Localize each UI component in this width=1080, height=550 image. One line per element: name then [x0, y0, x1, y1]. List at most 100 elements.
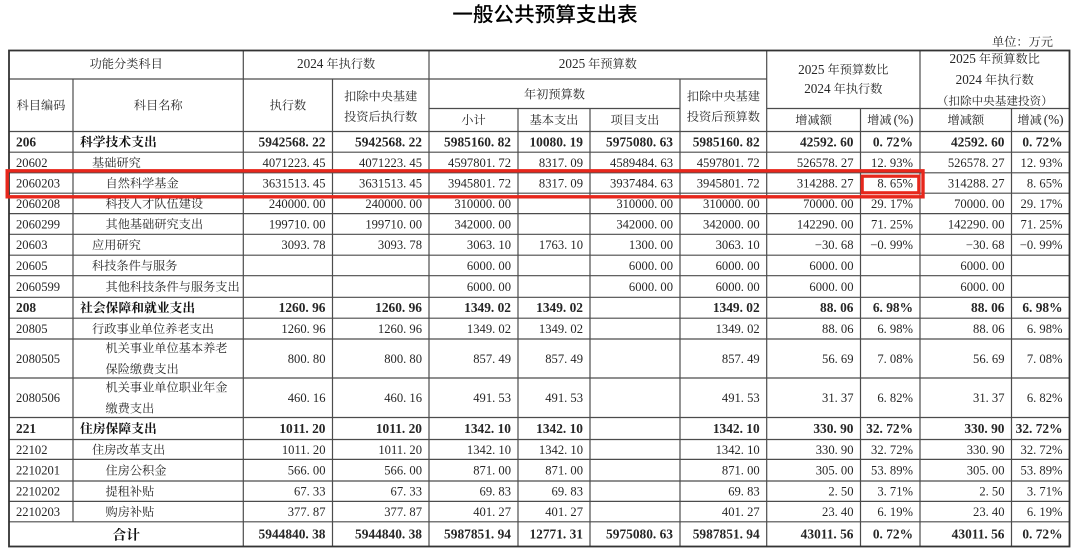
svg-text:221: 221 — [16, 421, 36, 436]
svg-text:0. 72%: 0. 72% — [873, 527, 913, 542]
svg-text:377. 87: 377. 87 — [384, 505, 422, 519]
svg-text:526578. 27: 526578. 27 — [948, 156, 1005, 170]
svg-text:800. 80: 800. 80 — [384, 352, 422, 366]
svg-text:1300. 00: 1300. 00 — [629, 238, 673, 252]
svg-text:43011. 56: 43011. 56 — [952, 527, 1005, 542]
svg-text:6. 19%: 6. 19% — [877, 505, 913, 519]
svg-text:−30. 68: −30. 68 — [966, 238, 1005, 252]
svg-text:3. 71%: 3. 71% — [877, 485, 913, 499]
svg-text:491. 53: 491. 53 — [473, 391, 511, 405]
svg-text:2. 50: 2. 50 — [979, 485, 1004, 499]
svg-text:199710. 00: 199710. 00 — [365, 217, 422, 231]
svg-text:43011. 56: 43011. 56 — [801, 527, 854, 542]
svg-text:1349. 02: 1349. 02 — [539, 322, 583, 336]
svg-text:401. 27: 401. 27 — [545, 505, 583, 519]
svg-text:2025: 2025 — [950, 51, 977, 66]
svg-text:−30. 68: −30. 68 — [815, 238, 854, 252]
svg-text:199710. 00: 199710. 00 — [269, 217, 326, 231]
svg-text:401. 27: 401. 27 — [722, 505, 760, 519]
svg-text:23. 40: 23. 40 — [973, 505, 1004, 519]
svg-text:401. 27: 401. 27 — [473, 505, 511, 519]
svg-text:6. 82%: 6. 82% — [877, 391, 913, 405]
svg-text:67. 33: 67. 33 — [391, 485, 422, 499]
svg-text:305. 00: 305. 00 — [816, 464, 854, 478]
svg-text:2024: 2024 — [804, 81, 831, 96]
svg-text:−0. 99%: −0. 99% — [870, 238, 913, 252]
svg-text:5985160. 82: 5985160. 82 — [693, 134, 760, 149]
svg-text:6000. 00: 6000. 00 — [960, 280, 1004, 294]
svg-text:69. 83: 69. 83 — [480, 485, 511, 499]
svg-text:29. 17%: 29. 17% — [871, 197, 913, 211]
svg-text:566. 00: 566. 00 — [288, 464, 326, 478]
svg-text:857. 49: 857. 49 — [722, 352, 760, 366]
svg-text:1349. 02: 1349. 02 — [713, 300, 760, 315]
svg-text:1260. 96: 1260. 96 — [279, 300, 326, 315]
svg-text:5942568. 22: 5942568. 22 — [355, 134, 422, 149]
svg-text:4597801. 72: 4597801. 72 — [697, 156, 760, 170]
svg-text:6000. 00: 6000. 00 — [960, 259, 1004, 273]
svg-text:22102: 22102 — [16, 443, 47, 457]
svg-text:3093. 78: 3093. 78 — [281, 238, 325, 252]
svg-text:6000. 00: 6000. 00 — [716, 259, 760, 273]
svg-text:4071223. 45: 4071223. 45 — [263, 156, 326, 170]
svg-text:5975080. 63: 5975080. 63 — [606, 527, 673, 542]
svg-text:342000. 00: 342000. 00 — [454, 217, 511, 231]
svg-text:29. 17%: 29. 17% — [1021, 197, 1063, 211]
svg-text:6. 98%: 6. 98% — [1022, 300, 1062, 315]
svg-text:88. 06: 88. 06 — [820, 300, 854, 315]
svg-text:6. 19%: 6. 19% — [1027, 505, 1063, 519]
svg-text:4589484. 63: 4589484. 63 — [610, 156, 673, 170]
svg-text:1260. 96: 1260. 96 — [378, 322, 422, 336]
svg-text:5944840. 38: 5944840. 38 — [259, 527, 326, 542]
svg-text:142290. 00: 142290. 00 — [797, 217, 854, 231]
svg-text:330. 90: 330. 90 — [964, 421, 1004, 436]
svg-text:6000. 00: 6000. 00 — [809, 280, 853, 294]
svg-text:1349. 02: 1349. 02 — [464, 300, 511, 315]
svg-text:240000. 00: 240000. 00 — [365, 197, 422, 211]
svg-text:70000. 00: 70000. 00 — [803, 197, 853, 211]
svg-text:23. 40: 23. 40 — [822, 505, 853, 519]
svg-text:56. 69: 56. 69 — [973, 352, 1004, 366]
svg-text:871. 00: 871. 00 — [545, 464, 583, 478]
svg-text:7. 08%: 7. 08% — [877, 352, 913, 366]
svg-text:2060203: 2060203 — [16, 177, 60, 191]
svg-text:5975080. 63: 5975080. 63 — [606, 134, 673, 149]
svg-text:0. 72%: 0. 72% — [873, 134, 913, 149]
svg-text:12. 93%: 12. 93% — [871, 156, 913, 170]
svg-text:32. 72%: 32. 72% — [866, 421, 913, 436]
svg-text:3937484. 63: 3937484. 63 — [610, 177, 673, 191]
svg-text:3063. 10: 3063. 10 — [467, 238, 511, 252]
svg-text:2024: 2024 — [956, 72, 983, 87]
svg-text:857. 49: 857. 49 — [545, 352, 583, 366]
svg-text:32. 72%: 32. 72% — [871, 443, 913, 457]
svg-text:206: 206 — [16, 134, 36, 149]
svg-text:491. 53: 491. 53 — [545, 391, 583, 405]
svg-text:1011. 20: 1011. 20 — [376, 421, 422, 436]
svg-text:857. 49: 857. 49 — [473, 352, 511, 366]
svg-text:56. 69: 56. 69 — [822, 352, 853, 366]
svg-text:69. 83: 69. 83 — [728, 485, 759, 499]
svg-text:1342. 10: 1342. 10 — [464, 421, 511, 436]
svg-text:871. 00: 871. 00 — [473, 464, 511, 478]
svg-text:6000. 00: 6000. 00 — [716, 280, 760, 294]
svg-text:377. 87: 377. 87 — [288, 505, 326, 519]
svg-text:1342. 10: 1342. 10 — [536, 421, 583, 436]
svg-text:32. 72%: 32. 72% — [1021, 443, 1063, 457]
svg-text:6000. 00: 6000. 00 — [809, 259, 853, 273]
svg-text:88. 06: 88. 06 — [822, 322, 853, 336]
svg-text:1342. 10: 1342. 10 — [467, 443, 511, 457]
svg-text:6. 98%: 6. 98% — [877, 322, 913, 336]
svg-text:1342. 10: 1342. 10 — [716, 443, 760, 457]
svg-text:3631513. 45: 3631513. 45 — [263, 177, 326, 191]
svg-text:42592. 60: 42592. 60 — [951, 134, 1005, 149]
svg-text:6000. 00: 6000. 00 — [629, 259, 673, 273]
svg-text:42592. 60: 42592. 60 — [800, 134, 854, 149]
svg-text:2210202: 2210202 — [16, 485, 60, 499]
svg-text:1260. 96: 1260. 96 — [375, 300, 422, 315]
svg-text:330. 90: 330. 90 — [816, 443, 854, 457]
svg-text:6000. 00: 6000. 00 — [629, 280, 673, 294]
svg-text:6. 98%: 6. 98% — [1027, 322, 1063, 336]
svg-text:1342. 10: 1342. 10 — [539, 443, 583, 457]
svg-text:8317. 09: 8317. 09 — [539, 177, 583, 191]
svg-text:342000. 00: 342000. 00 — [703, 217, 760, 231]
